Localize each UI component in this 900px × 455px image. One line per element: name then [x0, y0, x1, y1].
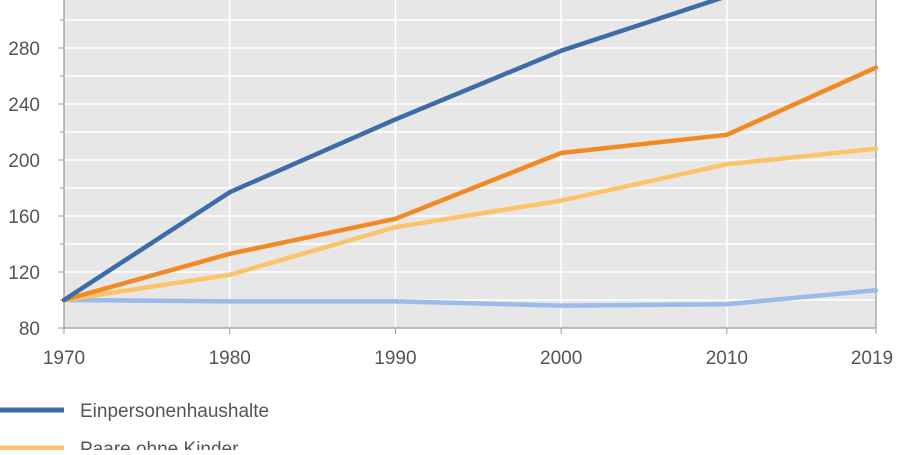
y-tick-label: 240: [8, 95, 40, 116]
y-tick-label: 120: [8, 263, 40, 284]
plot-area: [64, 0, 876, 328]
tick-labels: 80 120 160 200 240 280 320 1970 1980 1990 2000 2010…: [8, 0, 893, 369]
series-line: [61, 146, 879, 303]
x-tick-label: 2000: [540, 348, 582, 369]
plot-background: [64, 0, 876, 328]
x-tick-label: 1980: [209, 348, 251, 369]
x-tick-label: 2010: [706, 348, 748, 369]
y-tick-label: 200: [8, 151, 40, 172]
x-tick-label: 2019: [851, 348, 893, 369]
series-line: [61, 287, 879, 308]
series-line: [61, 0, 723, 303]
x-tick-label: 1990: [374, 348, 416, 369]
y-tick-label: 320: [8, 0, 40, 4]
y-tick-label: 280: [8, 39, 40, 60]
legend-label: Einpersonenhaushalte: [80, 401, 269, 422]
series-line: [61, 65, 879, 303]
y-tick-label: 80: [19, 319, 40, 340]
x-tick-label: 1970: [43, 348, 85, 369]
y-tick-label: 160: [8, 207, 40, 228]
legend: Einpersonenhaushalte Paare ohne Kinder: [0, 401, 269, 455]
series-lines: [61, 0, 879, 308]
axes: [58, 0, 877, 334]
legend-label: Paare ohne Kinder: [80, 439, 239, 450]
